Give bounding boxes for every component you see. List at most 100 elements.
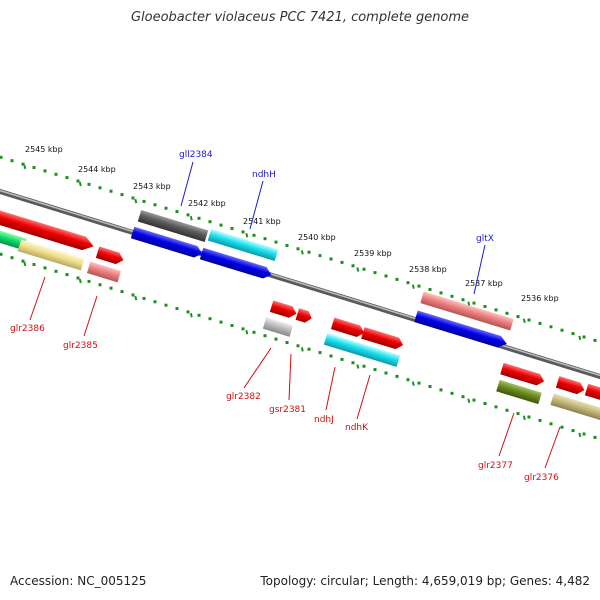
minor-tick (65, 176, 69, 180)
gene-feature-glr2386[interactable] (17, 239, 85, 271)
gene-feature-glr2377[interactable] (496, 379, 542, 405)
minor-tick (120, 290, 124, 294)
gene-feature-glr2385[interactable] (86, 261, 122, 283)
gene-feature-gltX[interactable] (420, 291, 514, 331)
minor-tick (32, 166, 36, 169)
gene-label-gll2384[interactable]: gll2384 (179, 150, 213, 160)
gene-label-glr2385[interactable]: glr2385 (63, 341, 98, 351)
minor-tick (527, 318, 531, 322)
minor-tick (241, 327, 245, 331)
major-tick (467, 301, 471, 306)
minor-tick (164, 206, 168, 210)
gene-labels: gll2384 ndhH gltX glr2386 glr2385 glr238… (10, 150, 559, 483)
minor-tick (197, 216, 201, 220)
genome-summary-text: Topology: circular; Length: 4,659,019 bp… (260, 574, 590, 588)
minor-tick (461, 395, 465, 399)
major-tick (245, 233, 249, 238)
cds-arrow-glr2376[interactable] (555, 376, 586, 396)
minor-tick (54, 172, 58, 176)
minor-tick (142, 296, 146, 300)
gene-label-glr2382[interactable]: glr2382 (226, 392, 261, 402)
major-tick (356, 267, 360, 272)
cds-arrow-glr2377[interactable] (500, 362, 546, 387)
minor-tick (0, 155, 3, 159)
gene-feature-ndhJ-ndhK[interactable] (323, 333, 401, 367)
cds-arrow-glr2385[interactable] (95, 246, 125, 265)
cds-arrow-gltX[interactable] (414, 310, 508, 350)
gene-feature-green[interactable] (0, 225, 27, 251)
cds-arrow-ndhH[interactable] (199, 247, 273, 281)
minor-tick (98, 283, 102, 287)
gene-feature-glr2382[interactable] (262, 317, 294, 337)
major-tick (522, 415, 526, 421)
kbp-label: 2538 kbp (409, 265, 447, 274)
gene-label-ndhK[interactable]: ndhK (345, 423, 369, 433)
minor-tick (175, 210, 179, 214)
major-tick (300, 250, 304, 255)
gene-feature-ndhH[interactable] (207, 229, 279, 261)
minor-tick (516, 412, 520, 416)
minor-tick (538, 418, 542, 422)
cds-arrow-ndhK[interactable] (361, 327, 405, 351)
kbp-label: 2539 kbp (354, 249, 392, 258)
major-tick (78, 278, 82, 284)
minor-tick (186, 213, 190, 217)
major-tick (411, 381, 415, 386)
gene-label-gltX[interactable]: gltX (476, 234, 494, 244)
cds-arrow-partial[interactable] (584, 383, 600, 403)
minor-tick (131, 293, 135, 297)
gene-feature-gll2384[interactable] (137, 210, 209, 242)
gene-feature-glr2376[interactable] (550, 393, 600, 421)
minor-tick (593, 338, 597, 342)
minor-tick (472, 398, 476, 402)
cds-arrow-glr2382[interactable] (269, 300, 298, 319)
kbp-label: 2542 kbp (188, 199, 226, 208)
minor-tick (582, 432, 586, 436)
gene-label-ndhJ[interactable]: ndhJ (314, 415, 334, 425)
minor-tick (208, 317, 212, 321)
major-tick (578, 335, 582, 341)
minor-tick (241, 230, 245, 234)
minor-tick (43, 169, 47, 173)
gene-label-ndhH[interactable]: ndhH (252, 170, 276, 180)
minor-tick (384, 371, 388, 375)
minor-tick (329, 257, 333, 261)
gene-label-glr2377[interactable]: glr2377 (478, 461, 513, 471)
minor-tick (395, 277, 399, 281)
gene-label-glr2376[interactable]: glr2376 (524, 473, 559, 483)
minor-tick (186, 310, 190, 314)
minor-tick (406, 281, 410, 285)
minor-tick (593, 435, 597, 439)
minor-tick (450, 391, 454, 395)
gene-label-glr2386[interactable]: glr2386 (10, 324, 45, 334)
inner-tick-ring (0, 252, 597, 439)
minor-tick (87, 182, 91, 186)
minor-tick (428, 288, 432, 291)
minor-tick (494, 308, 498, 312)
major-tick (245, 330, 249, 335)
cds-arrow-gll2384[interactable] (130, 226, 204, 260)
minor-tick (505, 311, 509, 315)
gene-feature-red[interactable] (0, 205, 96, 253)
minor-tick (98, 186, 102, 190)
minor-tick (428, 385, 432, 388)
minor-tick (582, 335, 586, 339)
kbp-labels: 2545 kbp 2544 kbp 2543 kbp 2542 kbp 2541… (25, 145, 559, 303)
reverse-features (0, 225, 600, 421)
cds-arrow-gsr2381[interactable] (295, 308, 314, 324)
minor-tick (296, 247, 300, 251)
minor-tick (153, 203, 157, 207)
minor-tick (120, 193, 124, 197)
kbp-label: 2545 kbp (25, 145, 63, 154)
outer-tick-ring (0, 155, 597, 342)
cds-arrow-ndhJ[interactable] (330, 317, 366, 339)
minor-tick (417, 284, 421, 288)
minor-tick (516, 315, 520, 319)
gene-label-gsr2381[interactable]: gsr2381 (269, 405, 306, 415)
minor-tick (450, 294, 454, 298)
minor-tick (373, 271, 377, 275)
minor-tick (395, 374, 399, 378)
minor-tick (43, 266, 47, 270)
minor-tick (252, 330, 256, 334)
